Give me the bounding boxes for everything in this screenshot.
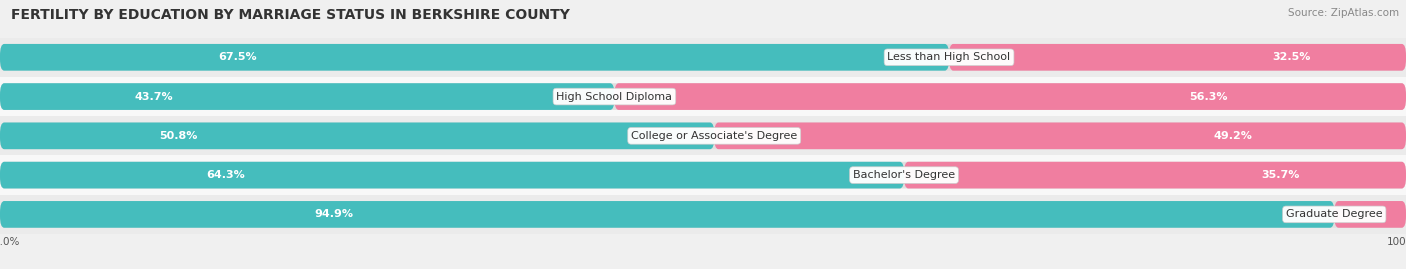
- FancyBboxPatch shape: [0, 162, 904, 189]
- Bar: [0, 77, 1406, 116]
- Text: 67.5%: 67.5%: [218, 52, 256, 62]
- Text: Source: ZipAtlas.com: Source: ZipAtlas.com: [1288, 8, 1399, 18]
- FancyBboxPatch shape: [0, 201, 1334, 228]
- Text: 56.3%: 56.3%: [1189, 91, 1227, 102]
- Bar: [0, 195, 1406, 234]
- FancyBboxPatch shape: [949, 44, 1406, 71]
- FancyBboxPatch shape: [0, 83, 614, 110]
- Text: Bachelor's Degree: Bachelor's Degree: [853, 170, 955, 180]
- Text: High School Diploma: High School Diploma: [557, 91, 672, 102]
- FancyBboxPatch shape: [0, 44, 1406, 71]
- Bar: [0, 38, 1406, 77]
- Text: 32.5%: 32.5%: [1272, 52, 1310, 62]
- FancyBboxPatch shape: [714, 122, 1406, 149]
- Text: Graduate Degree: Graduate Degree: [1286, 209, 1382, 220]
- FancyBboxPatch shape: [0, 122, 714, 149]
- Bar: [0, 155, 1406, 195]
- Text: 94.9%: 94.9%: [314, 209, 353, 220]
- Text: 64.3%: 64.3%: [207, 170, 246, 180]
- Text: 50.8%: 50.8%: [159, 131, 198, 141]
- Bar: [0, 116, 1406, 155]
- Text: 35.7%: 35.7%: [1261, 170, 1299, 180]
- FancyBboxPatch shape: [1334, 201, 1406, 228]
- FancyBboxPatch shape: [0, 162, 1406, 189]
- Text: Less than High School: Less than High School: [887, 52, 1011, 62]
- FancyBboxPatch shape: [614, 83, 1406, 110]
- FancyBboxPatch shape: [0, 201, 1406, 228]
- Text: 49.2%: 49.2%: [1213, 131, 1253, 141]
- Text: FERTILITY BY EDUCATION BY MARRIAGE STATUS IN BERKSHIRE COUNTY: FERTILITY BY EDUCATION BY MARRIAGE STATU…: [11, 8, 569, 22]
- FancyBboxPatch shape: [0, 44, 949, 71]
- FancyBboxPatch shape: [0, 83, 1406, 110]
- Text: 43.7%: 43.7%: [135, 91, 173, 102]
- Text: College or Associate's Degree: College or Associate's Degree: [631, 131, 797, 141]
- FancyBboxPatch shape: [0, 122, 1406, 149]
- FancyBboxPatch shape: [904, 162, 1406, 189]
